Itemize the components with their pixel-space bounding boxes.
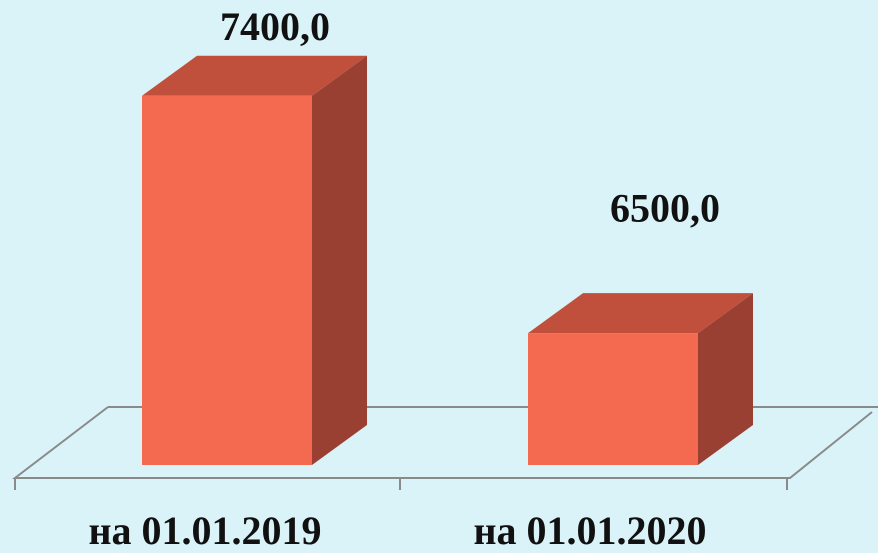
bar-top [528,293,753,334]
value-label: 6500,0 [610,185,720,230]
bar [142,55,367,465]
bar-front [528,333,698,465]
value-label: 7400,0 [220,4,330,49]
x-tick-label: на 01.01.2019 [88,508,321,553]
bar-top [142,55,367,96]
bar-side [312,55,367,465]
bar [528,293,753,465]
x-tick-label: на 01.01.2020 [473,508,706,553]
bar-front [142,95,312,465]
bar-side [698,293,753,465]
floor-front-edge [12,406,873,479]
